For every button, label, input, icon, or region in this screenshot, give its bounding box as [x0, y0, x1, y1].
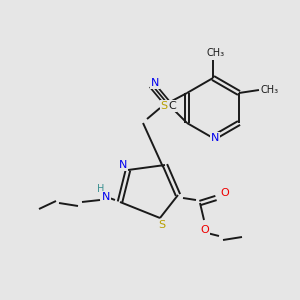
Text: O: O — [220, 188, 230, 198]
Text: CH₃: CH₃ — [261, 85, 279, 95]
Text: S: S — [160, 101, 168, 111]
Text: S: S — [158, 220, 166, 230]
Text: N: N — [151, 78, 159, 88]
Text: C: C — [168, 101, 176, 111]
Text: CH₃: CH₃ — [207, 48, 225, 58]
Text: O: O — [201, 225, 209, 235]
Text: H: H — [97, 184, 105, 194]
Text: N: N — [211, 133, 219, 143]
Text: N: N — [119, 160, 127, 170]
Text: N: N — [102, 192, 110, 202]
